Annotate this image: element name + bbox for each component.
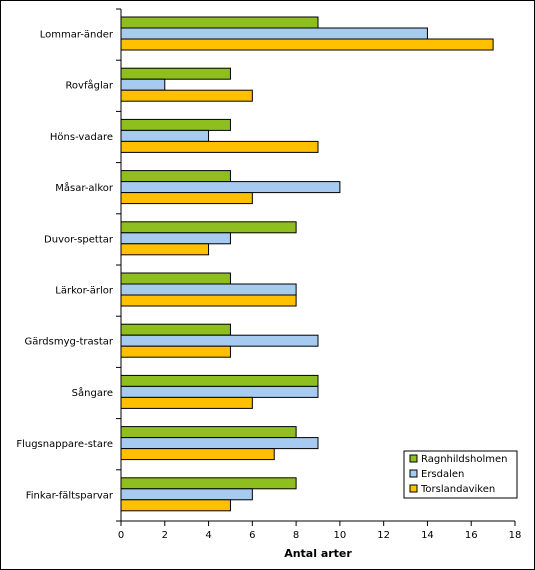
bar-2-10 <box>120 488 253 501</box>
legend-label: Torslandaviken <box>420 484 495 495</box>
x-tick-label: 18 <box>509 530 522 541</box>
legend-swatch <box>409 454 418 463</box>
bar-1-1 <box>120 16 319 29</box>
bars-layer <box>120 16 494 512</box>
x-tick-label: 14 <box>421 530 434 541</box>
category-label: Höns-vadare <box>50 132 113 143</box>
bar-3-2 <box>120 89 253 102</box>
bar-3-5 <box>120 243 210 256</box>
bar-1-5 <box>120 221 297 234</box>
bar-2-4 <box>120 181 341 194</box>
labels-layer: Lommar-änder Rovfåglar Höns-vadare Måsar-al… <box>16 30 521 542</box>
bar-1-3 <box>120 118 231 131</box>
bar-1-2 <box>120 67 231 80</box>
legend-swatch <box>409 484 418 493</box>
bar-3-3 <box>120 140 319 153</box>
x-tick-label: 8 <box>293 530 299 541</box>
category-label: Rovfåglar <box>65 79 113 92</box>
bar-2-8 <box>120 385 319 398</box>
bar-2-1 <box>120 27 428 40</box>
legend-items: Ragnhildsholmen Ersdalen Torslandaviken <box>409 454 507 495</box>
category-label: Lärkor-ärlor <box>55 286 114 297</box>
bar-3-1 <box>120 38 494 51</box>
bar-1-4 <box>120 170 231 183</box>
x-tick-label: 12 <box>377 530 390 541</box>
legend: Ragnhildsholmen Ersdalen Torslandaviken <box>403 450 518 499</box>
x-tick-label: 0 <box>118 530 124 541</box>
bar-3-9 <box>120 448 275 461</box>
x-tick-label: 16 <box>465 530 478 541</box>
x-tick-label: 4 <box>205 530 211 541</box>
category-label: Gärdsmyg-trastar <box>24 337 113 348</box>
bar-3-4 <box>120 192 253 205</box>
legend-label: Ragnhildsholmen <box>421 454 507 465</box>
x-tick-label: 6 <box>249 530 255 541</box>
category-label: Måsar-alkor <box>55 181 114 194</box>
bar-1-10 <box>120 477 297 490</box>
bar-2-5 <box>120 232 231 245</box>
legend-box <box>403 450 518 499</box>
legend-label: Ersdalen <box>421 469 464 480</box>
x-axis-title: Antal arter <box>284 547 352 560</box>
bar-3-10 <box>120 499 231 512</box>
bar-2-3 <box>120 129 210 142</box>
bar-3-7 <box>120 345 231 358</box>
category-label: Sångare <box>72 386 113 399</box>
bar-2-6 <box>120 283 297 296</box>
category-label: Finkar-fältsparvar <box>26 490 114 501</box>
bar-2-2 <box>120 78 166 91</box>
legend-swatch <box>409 469 418 478</box>
category-label: Flugsnappare-stare <box>16 439 113 450</box>
x-tick-label: 10 <box>334 530 347 541</box>
bar-3-6 <box>120 294 297 307</box>
bar-1-6 <box>120 272 231 285</box>
category-label: Lommar-änder <box>40 30 114 41</box>
bar-2-9 <box>120 437 319 450</box>
category-label: Duvor-spettar <box>44 234 114 245</box>
axes-layer <box>116 8 516 526</box>
bar-3-8 <box>120 396 253 409</box>
bar-1-7 <box>120 323 231 336</box>
bar-1-8 <box>120 374 319 387</box>
bar-2-7 <box>120 334 319 347</box>
x-tick-label: 2 <box>162 530 168 541</box>
bar-1-9 <box>120 426 297 439</box>
